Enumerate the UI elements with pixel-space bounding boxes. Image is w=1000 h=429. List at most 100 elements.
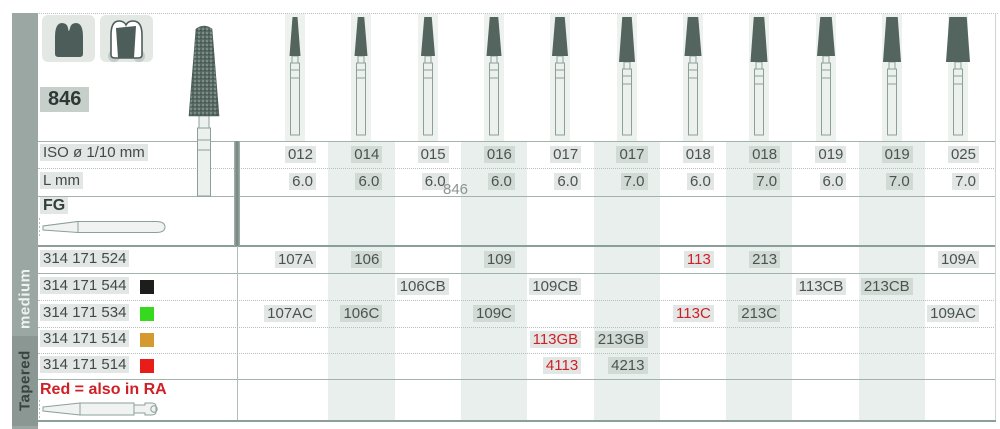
order-number-cell: 107AC (262, 300, 328, 327)
footnote-text: Red = also in RA (40, 381, 167, 398)
order-number-cell: 113C (660, 300, 726, 327)
length-value-cell-value: 6.0 (488, 173, 515, 190)
iso-value-cell-value: 019 (815, 146, 847, 163)
watermark-text: 846 (443, 181, 469, 198)
column-band (593, 141, 660, 420)
page-edge-line (995, 13, 996, 420)
bur-illustration (660, 13, 726, 141)
iso-value-cell: 018 (660, 141, 726, 168)
iso-row: ISO ø 1/10 mm 012 014 015 016 017 017 018 018 01… (0, 141, 1000, 168)
order-row: 314 171 544 106CB 109CB 113CB 213CB (0, 273, 1000, 300)
order-number: 107AC (264, 305, 316, 322)
iso-value-cell: 012 (262, 141, 328, 168)
order-number: 106CB (396, 278, 449, 295)
fg-shank-icon (38, 217, 180, 244)
order-number-cell: 109A (925, 246, 991, 273)
length-row: L mm 6.0 6.0 6.0 6.0 6.0 7.0 6.0 7.0 6.0 7.0 7.0 (0, 168, 1000, 196)
order-number: 113CB (795, 278, 847, 295)
iso-value-cell: 019 (859, 141, 925, 168)
length-value-cell-value: 7.0 (620, 173, 648, 190)
length-value-cell-value: 6.0 (289, 173, 316, 190)
length-value-cell: 6.0 (527, 168, 593, 196)
iso-value-cell-value: 014 (351, 146, 383, 163)
divider (38, 196, 996, 197)
bur-illustration (328, 13, 394, 141)
length-value-cell: 6.0 (262, 168, 328, 196)
bur-illustration (461, 13, 527, 141)
order-number: 109CB (529, 278, 582, 295)
order-number: 113 (683, 251, 714, 268)
order-number-cell: 109AC (925, 300, 991, 327)
order-number-cell: 109 (461, 246, 527, 273)
order-number: 213 (749, 251, 781, 268)
order-code: 314 171 544 (40, 276, 130, 294)
grit-color-chip (140, 306, 154, 321)
order-row: 314 171 514 113GB 213GB (0, 327, 1000, 353)
iso-value-cell: 016 (461, 141, 527, 168)
order-number-cell: 213 (726, 246, 792, 273)
iso-value-cell: 014 (328, 141, 394, 168)
iso-value-cell-value: 025 (947, 146, 979, 163)
shank-row: FG (0, 196, 1000, 246)
order-number-cell: 213CB (859, 273, 925, 300)
iso-row-label: ISO ø 1/10 mm (40, 144, 148, 161)
divider (38, 273, 996, 274)
bur-illustration (726, 13, 792, 141)
bur-illustration (527, 13, 593, 141)
diamond-bur-photo-icon (182, 20, 226, 203)
column-band (858, 141, 925, 420)
length-value-cell-value: 6.0 (554, 173, 582, 190)
divider (38, 420, 996, 422)
column-band (328, 141, 395, 420)
bur-illustration (395, 13, 461, 141)
order-number-cell: 213GB (594, 327, 660, 353)
iso-value-cell: 017 (527, 141, 593, 168)
order-number: 109A (937, 251, 979, 268)
length-value-cell: 6.0 (792, 168, 858, 196)
footnote-row: Red = also in RA (0, 379, 1000, 421)
length-value-cell-value: 6.0 (686, 173, 714, 190)
order-number-cell: 106 (328, 246, 394, 273)
iso-value-cell-value: 017 (616, 146, 648, 163)
order-number-cell: 4113 (527, 353, 593, 379)
length-row-label: L mm (40, 172, 83, 189)
order-number-cell: 106CB (395, 273, 461, 300)
length-value-cell: 6.0 (328, 168, 394, 196)
order-code: 314 171 514 (40, 356, 130, 373)
prepared-tooth-icon (100, 15, 153, 62)
order-number-cell: 109C (461, 300, 527, 327)
length-value-cell: 7.0 (594, 168, 660, 196)
bur-illustration (859, 13, 925, 141)
order-number-cell: 113 (660, 246, 726, 273)
order-number-cell: 107A (262, 246, 328, 273)
iso-value-cell: 025 (925, 141, 991, 168)
crown-icon (42, 15, 95, 62)
order-number: 107A (274, 251, 316, 268)
order-number-cell: 113GB (527, 327, 593, 353)
order-number-cell: 106C (328, 300, 394, 327)
bur-illustration (262, 13, 328, 141)
length-value-cell: 6.0 (461, 168, 527, 196)
order-number-cell: 113CB (792, 273, 858, 300)
order-code: 314 171 524 (40, 249, 130, 267)
order-number-cell: 4213 (594, 353, 660, 379)
length-value-cell: 7.0 (925, 168, 991, 196)
divider (38, 245, 996, 247)
divider (38, 353, 996, 354)
indication-tile (42, 15, 95, 62)
length-value-cell-value: 7.0 (952, 173, 979, 190)
order-number: 213C (738, 305, 781, 322)
label-column-line (237, 246, 238, 420)
iso-value-cell: 017 (594, 141, 660, 168)
iso-value-cell: 018 (726, 141, 792, 168)
order-number: 106 (351, 251, 383, 268)
iso-value-cell-value: 015 (417, 146, 449, 163)
shank-type-label: FG (40, 197, 69, 214)
order-number-cell: 109CB (527, 273, 593, 300)
iso-value-cell-value: 018 (682, 146, 714, 163)
indication-tile (100, 15, 153, 62)
divider (38, 168, 996, 169)
order-number: 113GB (529, 331, 582, 348)
iso-value-cell-value: 018 (749, 146, 781, 163)
